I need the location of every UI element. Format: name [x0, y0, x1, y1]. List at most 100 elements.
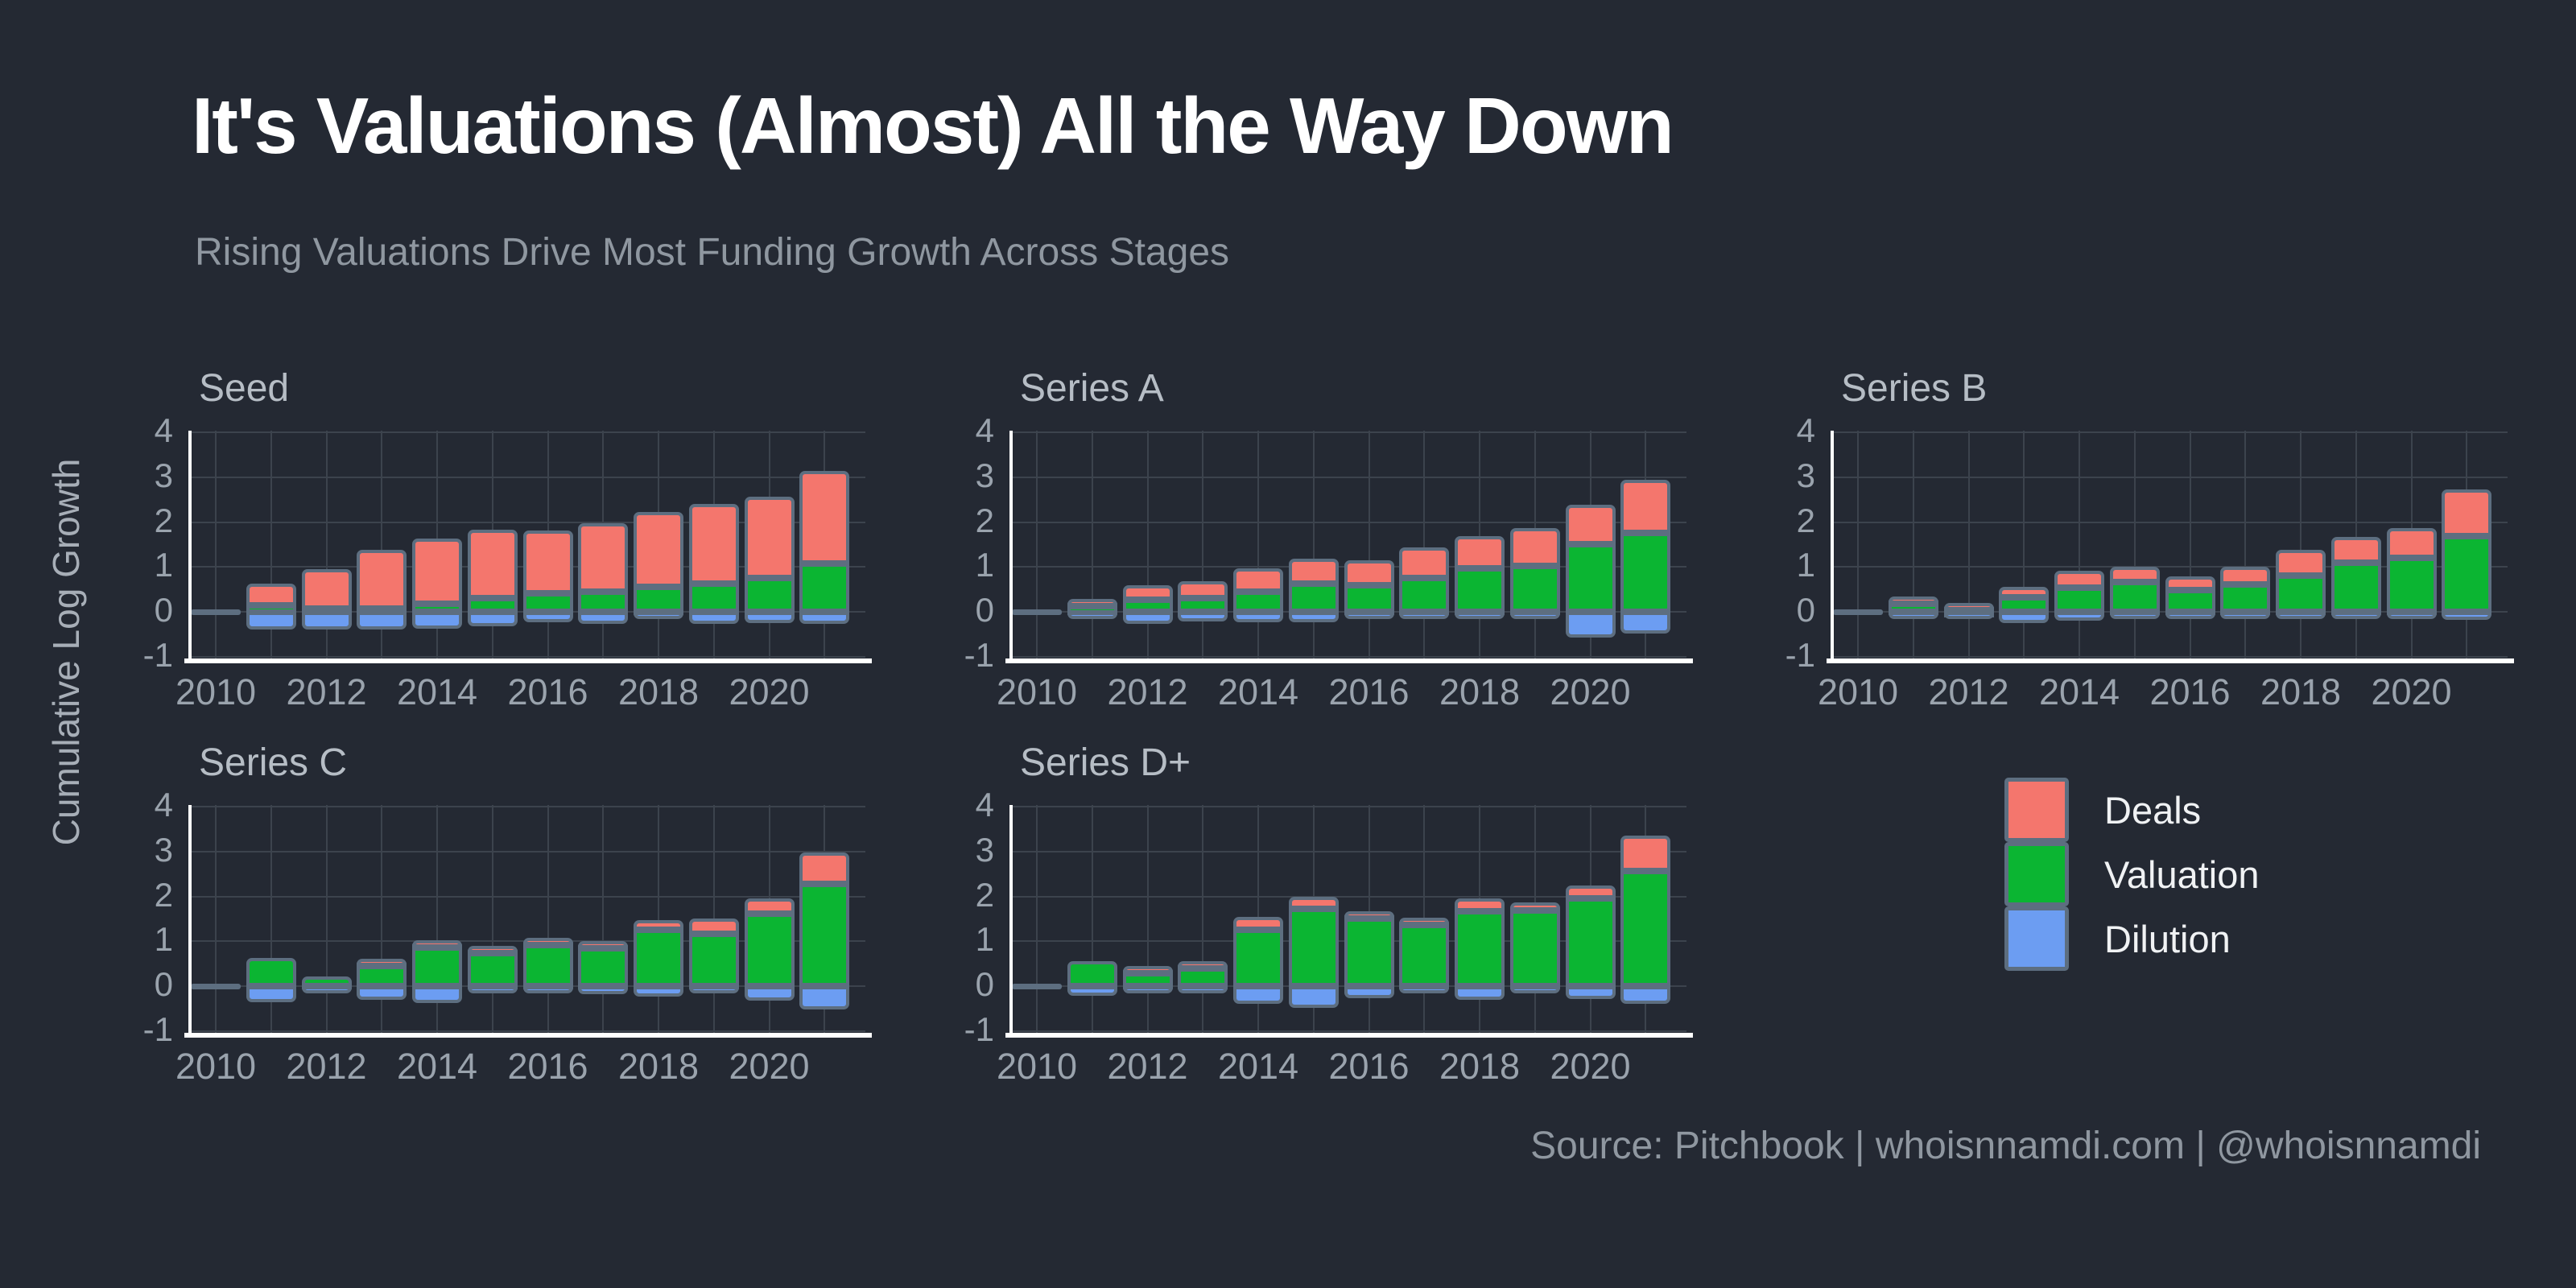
bar-segment-valuation	[2109, 581, 2160, 612]
source-attribution: Source: Pitchbook | whoisnnamdi.com | @w…	[1530, 1125, 2481, 1167]
bar-segment-dilution	[1399, 986, 1450, 993]
gridline-vertical	[2023, 431, 2025, 658]
bar-segment-valuation	[522, 944, 573, 986]
bar-segment-valuation	[2220, 584, 2271, 612]
gridline-vertical	[1036, 805, 1038, 1033]
bar-segment-deals	[1565, 886, 1616, 898]
bar-zero	[1012, 609, 1062, 615]
y-tick-label: 2	[1796, 501, 1815, 539]
bar-segment-deals	[1455, 535, 1505, 569]
plot-area-series-a: 4 3 2 1 0 -1 2010 2012 2014 2016 2018 2020	[964, 411, 1693, 712]
bar-segment-valuation	[1509, 566, 1560, 612]
bar-segment-dilution	[799, 986, 850, 1009]
bar-segment-valuation	[2054, 588, 2104, 612]
gridline-horizontal	[1012, 431, 1686, 433]
x-tick-label: 2010	[996, 671, 1078, 712]
bar-segment-dilution	[357, 986, 407, 1000]
bar-segment-deals	[744, 898, 795, 914]
panel-title-series-d: Series D+	[1020, 741, 1191, 784]
y-tick-label: 3	[975, 830, 994, 869]
x-tick-label: 2020	[2371, 671, 2452, 712]
gridline-horizontal	[191, 895, 865, 898]
gridline-horizontal	[1833, 655, 2508, 658]
y-tick-label: 3	[975, 456, 994, 494]
gridline-horizontal	[191, 476, 865, 478]
x-tick-label: 2016	[507, 671, 588, 712]
panel-series-b: Series B 4 3 2 1 0 -1 2010 2012 2014 2016 2018 2020	[1785, 367, 2514, 712]
bar-segment-valuation	[1399, 578, 1450, 612]
bar-segment-deals	[2330, 537, 2381, 564]
gridline-vertical	[1091, 431, 1093, 658]
x-axis-line	[1005, 658, 1693, 663]
bar-segment-dilution	[1455, 986, 1505, 1001]
gridline-vertical	[1036, 431, 1038, 658]
bar-segment-deals	[799, 470, 850, 564]
legend-label-deals: Deals	[2104, 788, 2202, 832]
bar-segment-valuation	[1565, 898, 1616, 986]
x-tick-label: 2016	[507, 1046, 588, 1087]
bar-segment-dilution	[1233, 986, 1283, 1004]
x-tick-label: 2012	[1928, 671, 2009, 712]
gridline-horizontal	[1833, 476, 2508, 478]
panel-series-d: Series D+ 4 3 2 1 0 -1 2010 2012 2014 2016 2018 202…	[964, 741, 1693, 1087]
bar-segment-deals	[2220, 566, 2271, 584]
gridline-vertical	[1912, 431, 1914, 658]
bar-segment-valuation	[2386, 557, 2437, 612]
x-tick-label: 2020	[729, 1046, 810, 1087]
bar-segment-valuation	[467, 597, 518, 612]
bar-segment-dilution	[357, 612, 407, 630]
y-tick-label: 4	[1796, 411, 1815, 449]
bar-segment-valuation	[2276, 575, 2326, 612]
bar-segment-valuation	[1344, 584, 1394, 612]
bar-segment-valuation	[2165, 590, 2215, 612]
y-tick-label: 3	[1796, 456, 1815, 494]
panel-series-a: Series A 4 3 2 1 0 -1 2010 2012 2014 2016 2018 2020	[964, 367, 1693, 712]
x-axis-line	[1827, 658, 2514, 663]
bar-segment-dilution	[1999, 612, 2050, 623]
y-tick-label: 0	[1796, 591, 1815, 629]
legend: Deals Valuation Dilution	[2004, 778, 2260, 971]
bar-segment-dilution	[688, 986, 739, 994]
gridline-horizontal	[191, 850, 865, 852]
y-tick-label: 2	[154, 501, 173, 539]
bar-segment-deals	[412, 539, 462, 604]
y-tick-label: 4	[154, 786, 173, 824]
y-axis-line	[1009, 431, 1013, 662]
plot-area-series-d: 4 3 2 1 0 -1 2010 2012 2014 2016 2018 2020	[964, 786, 1693, 1087]
bar-segment-deals	[1565, 505, 1616, 544]
panel-series-c: Series C 4 3 2 1 0 -1 2010 2012 2014 2016 2018 2020	[143, 741, 872, 1087]
gridline-horizontal	[1012, 850, 1686, 852]
gridline-horizontal	[191, 521, 865, 523]
gridline-vertical	[2300, 431, 2301, 658]
bar-segment-deals	[688, 503, 739, 584]
bar-segment-valuation	[246, 958, 296, 986]
gridline-vertical	[1146, 431, 1149, 658]
bar-segment-valuation	[1455, 911, 1505, 986]
bar-segment-dilution	[467, 986, 518, 993]
bar-segment-dilution	[412, 986, 462, 1004]
gridline-vertical	[1967, 431, 1970, 658]
plot-area-seed: 4 3 2 1 0 -1 2010 2012 2014 2016 2018 2020	[143, 411, 872, 712]
bar-segment-deals	[1620, 479, 1671, 534]
legend-item-deals: Deals	[2004, 778, 2260, 842]
y-axis-line	[188, 805, 192, 1036]
bar-segment-deals	[467, 945, 518, 953]
x-tick-label: 2016	[1328, 671, 1410, 712]
bar-segment-deals	[357, 550, 407, 609]
x-tick-label: 2018	[617, 671, 700, 712]
bar-segment-deals	[1888, 596, 1938, 604]
bar-segment-dilution	[744, 612, 795, 623]
bar-segment-dilution	[634, 986, 683, 997]
bar-segment-dilution	[301, 612, 352, 630]
bar-segment-dilution	[1233, 612, 1283, 622]
gridline-vertical	[1857, 431, 1859, 658]
bar-segment-valuation	[246, 605, 296, 613]
gridline-vertical	[658, 805, 659, 1033]
y-tick-label: -1	[964, 635, 994, 674]
gridline-vertical	[602, 805, 605, 1033]
page-title: It's Valuations (Almost) All the Way Dow…	[192, 81, 1674, 170]
gridline-vertical	[2189, 431, 2191, 658]
bar-segment-deals	[2276, 550, 2326, 576]
gridline-vertical	[1202, 805, 1204, 1033]
x-tick-label: 2016	[2149, 671, 2231, 712]
